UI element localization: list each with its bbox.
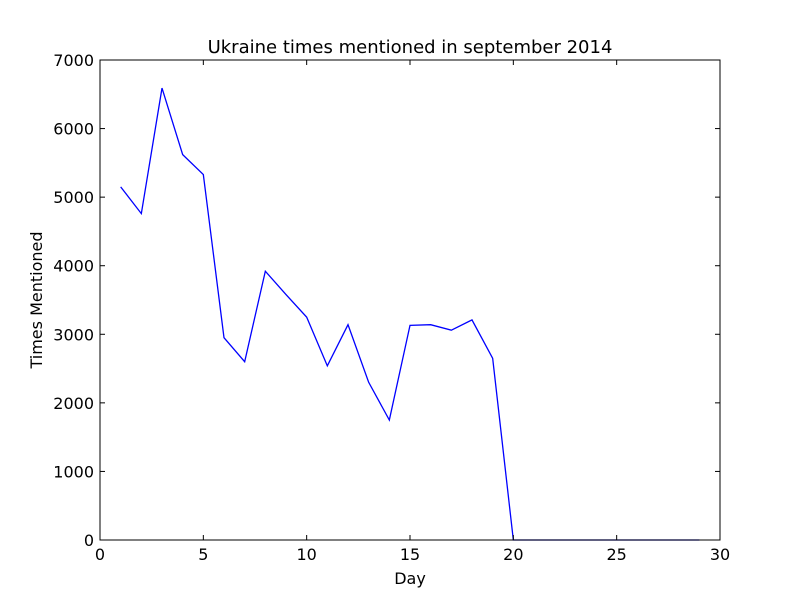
x-tick-label: 5: [198, 545, 208, 564]
y-tick-label: 0: [84, 531, 94, 550]
x-tick-label: 30: [710, 545, 730, 564]
y-axis: 0 1000 2000 3000 4000 5000 6000 7000: [53, 51, 720, 550]
plot-frame: [99, 59, 721, 541]
y-tick-label: 5000: [53, 188, 94, 207]
y-tick-label: 3000: [53, 325, 94, 344]
series-layer: [120, 87, 700, 541]
x-tick-label: 0: [95, 545, 105, 564]
y-axis-label: Times Mentioned: [27, 231, 46, 369]
y-tick-label: 4000: [53, 257, 94, 276]
x-tick-label: 25: [606, 545, 626, 564]
x-tick-label: 10: [296, 545, 316, 564]
series-line-0: [120, 87, 700, 541]
chart-title: Ukraine times mentioned in september 201…: [208, 37, 613, 58]
y-tick-label: 6000: [53, 120, 94, 139]
x-tick-label: 15: [400, 545, 420, 564]
y-tick-label: 1000: [53, 462, 94, 481]
x-tick-label: 20: [503, 545, 523, 564]
y-tick-label: 2000: [53, 394, 94, 413]
x-axis: 0 5 10 15 20 25 30: [95, 60, 730, 564]
y-tick-label: 7000: [53, 51, 94, 70]
x-axis-label: Day: [394, 569, 426, 588]
